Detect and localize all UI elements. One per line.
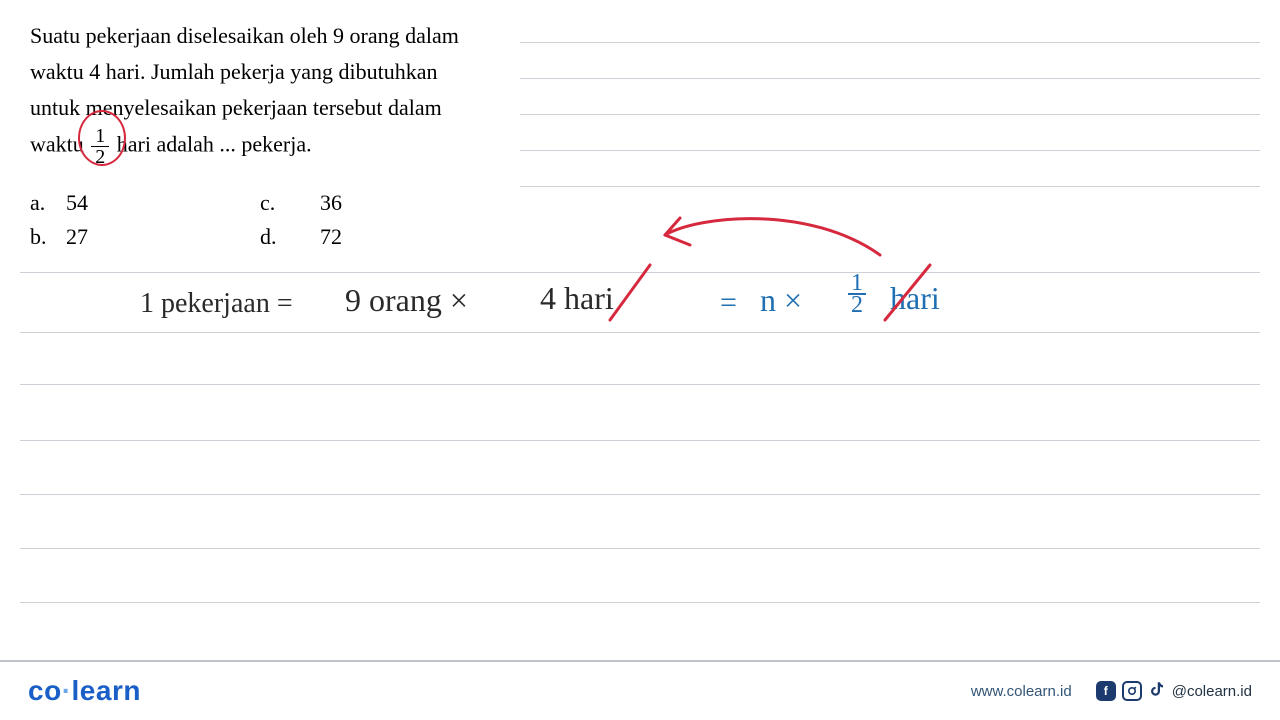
social-handle: @colearn.id: [1172, 683, 1252, 700]
handwriting-frac-den: 2: [848, 295, 866, 315]
instagram-icon: [1122, 681, 1142, 701]
option-value: 36: [320, 186, 342, 220]
rule-line: [20, 384, 1260, 385]
brand-logo: co·learn: [28, 675, 141, 707]
option-value: 54: [66, 186, 88, 220]
footer-url: www.colearn.id: [971, 683, 1072, 700]
red-circle-annotation: [78, 110, 126, 166]
option-row: a. 54 c. 36: [30, 186, 490, 220]
rule-line: [520, 78, 1260, 79]
logo-text: learn: [72, 675, 141, 706]
handwriting-segment: 1 pekerjaan =: [140, 288, 293, 320]
handwriting-fraction: 1 2: [848, 273, 866, 315]
red-arrow-arc: [665, 219, 880, 255]
red-slash: [610, 265, 650, 320]
handwriting-variable: n ×: [760, 282, 802, 319]
social-links: f @colearn.id: [1096, 680, 1252, 703]
rule-line: [520, 150, 1260, 151]
facebook-icon: f: [1096, 681, 1116, 701]
option-b: b. 27: [30, 220, 260, 254]
rule-line: [520, 114, 1260, 115]
red-arrow-head: [665, 235, 690, 245]
rule-line: [520, 186, 1260, 187]
footer-right: www.colearn.id f @colearn.id: [971, 680, 1252, 703]
option-row: b. 27 d. 72: [30, 220, 490, 254]
option-value: 27: [66, 220, 88, 254]
handwriting-segment: 9 orang ×: [345, 282, 468, 319]
rule-line: [20, 272, 1260, 273]
option-d: d. 72: [260, 220, 490, 254]
handwriting-equals: =: [720, 286, 737, 320]
red-arrow-head: [665, 218, 680, 235]
option-a: a. 54: [30, 186, 260, 220]
answer-options: a. 54 c. 36 b. 27 d. 72: [30, 186, 490, 254]
rule-line: [20, 332, 1260, 333]
rule-line: [20, 440, 1260, 441]
option-letter: b.: [30, 220, 66, 254]
option-letter: d.: [260, 220, 320, 254]
option-letter: c.: [260, 186, 320, 220]
rule-line: [520, 42, 1260, 43]
tiktok-icon: [1148, 680, 1166, 703]
option-value: 72: [320, 220, 342, 254]
logo-text: co: [28, 675, 62, 706]
rule-line: [20, 548, 1260, 549]
option-letter: a.: [30, 186, 66, 220]
handwriting-segment: hari: [890, 280, 940, 317]
logo-dot: ·: [62, 675, 72, 706]
question-line: waktu 4 hari. Jumlah pekerja yang dibutu…: [30, 54, 490, 90]
question-line: Suatu pekerjaan diselesaikan oleh 9 oran…: [30, 18, 490, 54]
handwriting-segment: 4 hari: [540, 280, 614, 317]
rule-line: [20, 494, 1260, 495]
question-fragment: hari adalah ... pekerja.: [111, 132, 311, 157]
footer-bar: co·learn www.colearn.id f @colearn.id: [0, 660, 1280, 720]
page: Suatu pekerjaan diselesaikan oleh 9 oran…: [0, 0, 1280, 720]
option-c: c. 36: [260, 186, 490, 220]
rule-line: [20, 602, 1260, 603]
